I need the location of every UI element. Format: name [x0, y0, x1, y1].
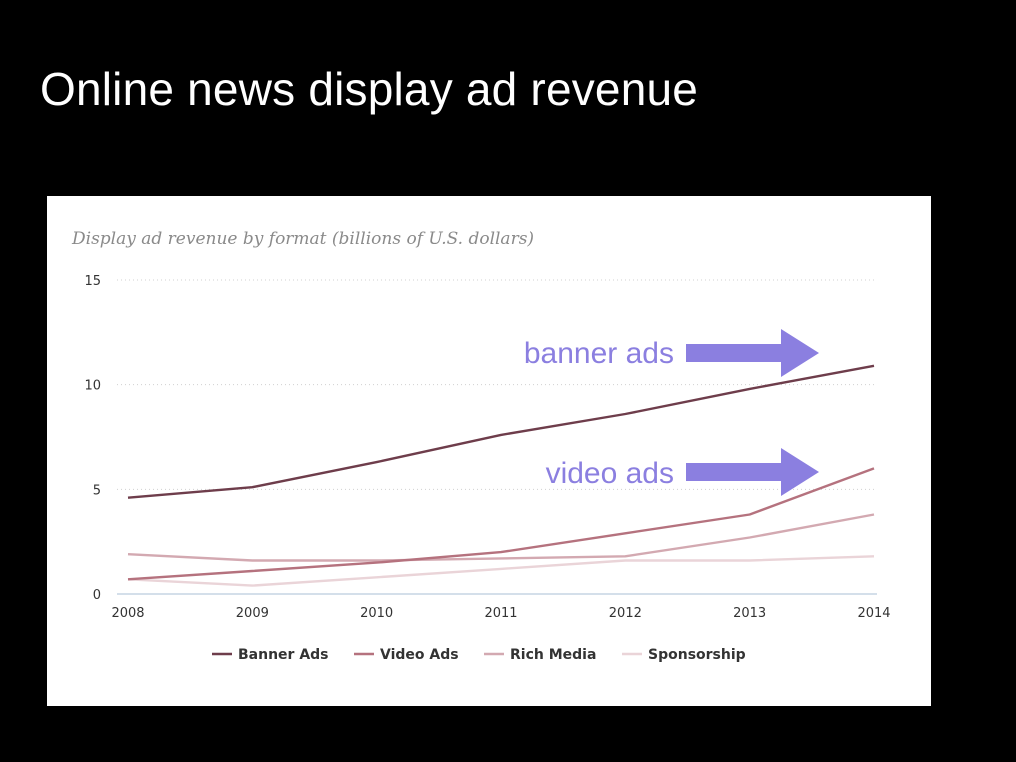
legend-label-banner-ads: Banner Ads [238, 647, 329, 663]
legend-label-rich-media: Rich Media [510, 647, 596, 663]
chart-title: Display ad revenue by format (billions o… [71, 229, 534, 249]
annotation-label-video-ads: video ads [546, 457, 674, 490]
line-chart: Display ad revenue by format (billions o… [71, 229, 891, 663]
x-tick-label: 2012 [609, 606, 642, 621]
x-tick-label: 2010 [360, 606, 393, 621]
x-tick-label: 2009 [236, 606, 269, 621]
x-tick-label: 2013 [733, 606, 766, 621]
x-tick-label: 2011 [484, 606, 517, 621]
y-tick-label: 10 [84, 379, 101, 394]
y-tick-label: 15 [84, 274, 101, 289]
chart-panel: Display ad revenue by format (billions o… [47, 196, 931, 706]
legend-label-video-ads: Video Ads [380, 647, 459, 663]
y-tick-label: 5 [93, 483, 101, 498]
annotation-arrow-video-ads [686, 448, 819, 496]
slide-title: Online news display ad revenue [40, 63, 699, 115]
series-line-sponsorship [127, 555, 875, 587]
annotation-arrow-banner-ads [686, 329, 819, 377]
series-line-video-ads [127, 467, 875, 581]
y-tick-label: 0 [93, 588, 101, 603]
x-tick-label: 2008 [111, 606, 144, 621]
legend-label-sponsorship: Sponsorship [648, 647, 746, 663]
series-line-rich-media [127, 513, 875, 562]
annotation-label-banner-ads: banner ads [524, 337, 674, 370]
series-line-banner-ads [127, 364, 875, 499]
x-tick-label: 2014 [857, 606, 890, 621]
